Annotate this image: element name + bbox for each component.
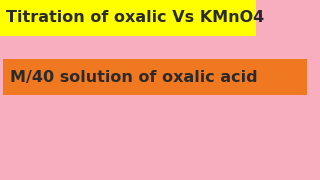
FancyBboxPatch shape <box>0 0 256 36</box>
Text: M/40 solution of oxalic acid: M/40 solution of oxalic acid <box>10 70 257 85</box>
FancyBboxPatch shape <box>3 59 307 95</box>
Text: Titration of oxalic Vs KMnO4: Titration of oxalic Vs KMnO4 <box>6 10 265 26</box>
